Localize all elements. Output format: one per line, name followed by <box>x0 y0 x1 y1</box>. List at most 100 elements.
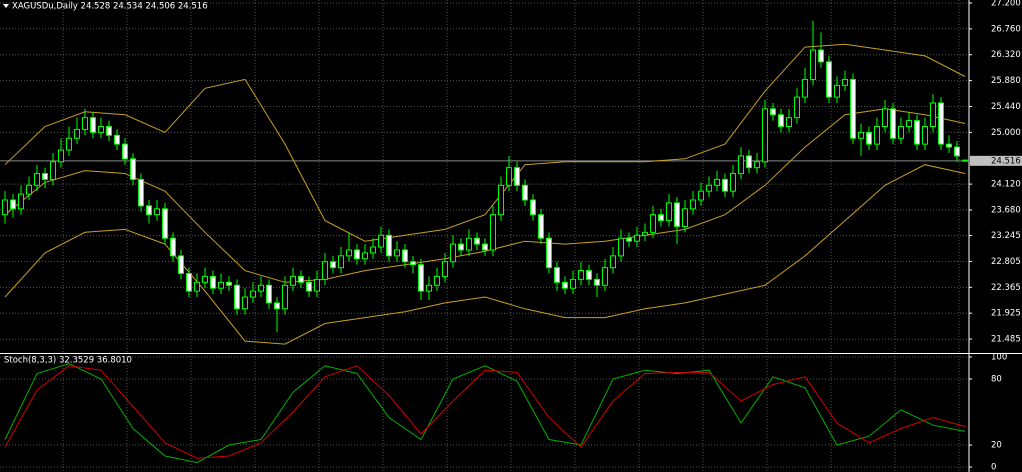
candle-body <box>802 78 808 98</box>
candle-body <box>346 249 352 257</box>
menu-arrow <box>3 4 9 8</box>
candle-body <box>354 249 360 260</box>
candle-body <box>810 49 816 80</box>
y-tick-label: 26.320 <box>991 50 1021 60</box>
candle-body <box>242 296 248 310</box>
candle-body <box>730 173 736 192</box>
candle-body <box>914 120 920 145</box>
indicator-title: Stoch(8,3,3) 32.3529 36.8010 <box>4 356 132 366</box>
candle-body <box>114 134 120 145</box>
candle-body <box>170 237 176 257</box>
candle-body <box>298 275 304 283</box>
candle-body <box>930 102 936 127</box>
candle-body <box>690 199 696 210</box>
candle-body <box>58 149 64 163</box>
y-tick-label: 21.925 <box>991 309 1021 319</box>
candle-body <box>554 267 560 283</box>
candle-body <box>682 208 688 227</box>
candle-body <box>138 178 144 207</box>
y-tick-label: 25.440 <box>991 102 1021 112</box>
candle-body <box>650 214 656 233</box>
candle-body <box>514 167 520 186</box>
candle-body <box>2 199 8 216</box>
candle-body <box>226 281 232 286</box>
indicator-line <box>4 363 966 464</box>
candle-body <box>666 202 672 222</box>
candle-body <box>306 281 312 292</box>
candle-body <box>402 249 408 263</box>
candle-body <box>202 275 208 283</box>
chart-title: XAGUSDu,Daily 24.528 24.534 24.506 24.51… <box>12 2 208 12</box>
candle-body <box>154 208 160 216</box>
candle-body <box>762 108 768 163</box>
candle-body <box>266 284 272 304</box>
candle-body <box>834 84 840 98</box>
y-tick-label: 22.805 <box>991 257 1021 267</box>
candle-body <box>698 190 704 201</box>
candle-body <box>10 199 16 210</box>
candle-body <box>530 199 536 216</box>
candle-body <box>450 243 456 263</box>
candle-body <box>714 178 720 186</box>
candle-body <box>642 231 648 236</box>
candle-body <box>394 249 400 257</box>
candle-body <box>866 131 872 145</box>
candle-body <box>434 275 440 286</box>
candle-body <box>130 158 136 180</box>
candle-body <box>50 161 56 180</box>
y-tick-label: 100 <box>991 352 1007 362</box>
candle-body <box>370 246 376 254</box>
candle-body <box>546 237 552 269</box>
y-tick-label: 80 <box>991 375 1002 385</box>
candle-body <box>442 261 448 277</box>
candle-body <box>594 278 600 286</box>
y-tick-label: 26.760 <box>991 24 1021 34</box>
candle-body <box>458 243 464 251</box>
y-tick-label: 27.200 <box>991 0 1021 8</box>
candle-body <box>274 302 280 310</box>
candle-body <box>562 281 568 289</box>
candle-body <box>258 284 264 292</box>
candle-body <box>922 125 928 145</box>
candle-body <box>18 193 24 210</box>
candle-body <box>938 102 944 145</box>
candle-body <box>634 234 640 242</box>
candle-body <box>234 284 240 310</box>
candle-body <box>882 108 888 127</box>
candle-body <box>850 78 856 139</box>
y-tick-label: 21.485 <box>991 335 1021 345</box>
candle-body <box>466 237 472 251</box>
candle-body <box>410 261 416 266</box>
candle-body <box>874 125 880 145</box>
candle-body <box>282 284 288 310</box>
candle-body <box>826 61 832 98</box>
current-price-label: 24.516 <box>991 156 1021 166</box>
candle-body <box>482 243 488 251</box>
candle-body <box>82 117 88 130</box>
candle-body <box>378 234 384 248</box>
y-tick-label: 22.365 <box>991 283 1021 293</box>
candle-body <box>522 184 528 201</box>
candle-body <box>34 173 40 186</box>
y-tick-label: 20 <box>991 441 1002 451</box>
candle-body <box>186 272 192 292</box>
candle-body <box>890 108 896 139</box>
candle-body <box>490 214 496 251</box>
candle-body <box>946 143 952 148</box>
bollinger-band <box>4 164 966 345</box>
candle-body <box>858 131 864 139</box>
candle-body <box>426 284 432 292</box>
bollinger-band <box>4 43 966 242</box>
candle-body <box>106 125 112 136</box>
candle-body <box>338 255 344 269</box>
candle-body <box>506 167 512 186</box>
candle-body <box>146 205 152 216</box>
candle-body <box>842 78 848 86</box>
candle-body <box>250 290 256 298</box>
candle-body <box>386 234 392 257</box>
candle-body <box>98 125 104 133</box>
candle-body <box>754 161 760 169</box>
candle-body <box>818 49 824 63</box>
candle-body <box>602 267 608 286</box>
